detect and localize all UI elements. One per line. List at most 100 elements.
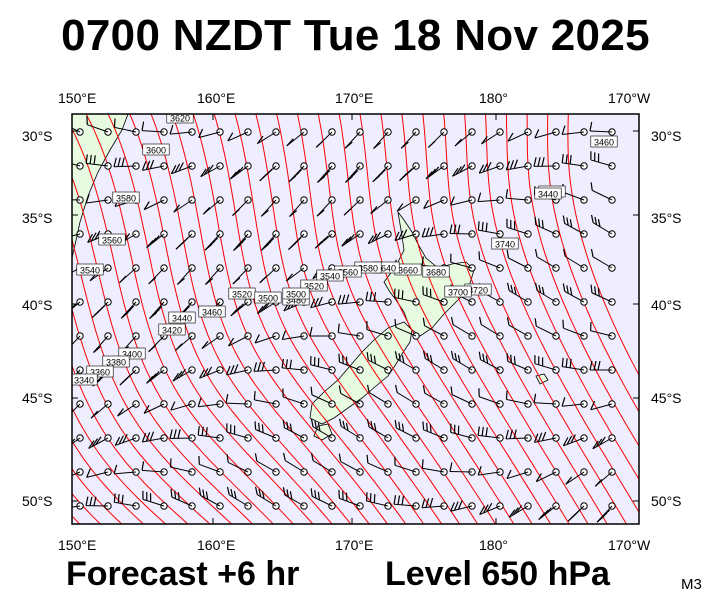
wind-barb-feather (541, 220, 544, 229)
wind-barb-shaft (479, 259, 501, 269)
wind-barb-shaft (199, 369, 221, 379)
wind-barb-feather (602, 509, 611, 517)
wind-barb-feather (350, 170, 359, 177)
contour-line (72, 440, 145, 524)
wind-barb-feather (534, 129, 540, 139)
wind-barb-feather (478, 251, 481, 260)
wind-barb-feather (343, 208, 352, 216)
wind-barb-feather (485, 222, 488, 232)
wind-barb-feather (397, 289, 400, 299)
wind-barb-shaft (72, 437, 81, 445)
contour-label-box (72, 373, 98, 386)
wind-barb-feather (310, 452, 314, 461)
contour-label-box (316, 269, 344, 282)
contour-label-box (76, 263, 104, 276)
contour-label-box (282, 287, 310, 300)
contour-label-box (166, 114, 194, 124)
wind-barb-shaft (172, 369, 193, 382)
wind-barb-feather (457, 354, 461, 363)
wind-barb-feather (94, 230, 101, 240)
wind-barb-feather (233, 244, 242, 251)
wind-barb-feather (508, 509, 516, 518)
wind-barb-feather (347, 173, 356, 180)
wind-barb-shaft (534, 437, 557, 443)
wind-barb-feather (173, 204, 181, 213)
wind-barb-feather (405, 168, 413, 176)
wind-barb-feather (505, 189, 509, 199)
contour-label-box (112, 191, 140, 204)
wind-barb-feather (425, 227, 430, 237)
wind-barb-shaft (227, 461, 249, 473)
wind-barb-feather (342, 420, 346, 429)
wind-barb-feather (177, 492, 180, 501)
wind-barb-shaft (424, 325, 445, 337)
wind-barb-feather (478, 164, 485, 174)
contour-label-box (158, 323, 186, 336)
wind-barb-shaft (506, 165, 529, 171)
wind-barb-shaft (340, 392, 361, 405)
wind-barb-feather (590, 400, 596, 410)
wind-barb-shaft (506, 471, 529, 480)
wind-barb-feather (146, 375, 154, 384)
wind-barb-feather (149, 237, 157, 246)
wind-barb-feather (63, 229, 67, 238)
wind-barb-shaft (201, 335, 221, 350)
wind-barb-feather (176, 277, 185, 285)
wind-barb-shaft (113, 165, 137, 168)
wind-barb-feather (179, 368, 186, 378)
contour-label: 3660 (398, 266, 418, 276)
wind-barb-shaft (422, 467, 445, 473)
wind-barb-feather (310, 488, 313, 497)
wind-barb-shaft (311, 394, 333, 405)
wind-barb-feather (63, 309, 69, 316)
wind-barb-shaft (226, 369, 249, 376)
wind-barb-feather (427, 140, 436, 148)
wind-barb-feather (282, 487, 286, 496)
wind-barb-feather (59, 114, 60, 122)
contour-label-box (86, 365, 114, 378)
wind-barb-feather (170, 401, 176, 411)
wind-barb-feather (393, 495, 397, 505)
model-code: M3 (681, 576, 702, 593)
wind-barb-feather (317, 176, 326, 183)
wind-barb-shaft (170, 466, 193, 473)
wind-barb-feather (595, 438, 603, 448)
contour-label: 3340 (74, 376, 94, 386)
wind-barb-feather (314, 297, 319, 307)
wind-barb-shaft (86, 471, 109, 478)
wind-barb-feather (235, 241, 244, 248)
contour-label: 3520 (304, 282, 324, 292)
contour-label: 3520 (232, 290, 252, 300)
wind-barb-feather (145, 432, 151, 442)
wind-barb-feather (429, 354, 433, 363)
wind-barb-feather (538, 512, 546, 521)
wind-barb-feather (481, 426, 484, 436)
contour-line (72, 406, 167, 524)
wind-barb-feather (122, 433, 128, 444)
wind-barb-feather (541, 157, 545, 167)
wind-barb-feather (90, 232, 97, 242)
wind-barb-feather (146, 240, 154, 248)
wind-barb-shaft (506, 398, 529, 405)
contour-line (72, 307, 211, 524)
contour-label: 3420 (162, 326, 182, 336)
wind-barb-shaft (370, 199, 389, 214)
wind-barb-shaft (562, 403, 585, 407)
contour-label: 3500 (258, 294, 278, 304)
wind-barb-feather (477, 192, 482, 202)
wind-barb-feather (319, 173, 328, 180)
wind-barb-feather (202, 368, 209, 378)
wind-barb-shaft (450, 199, 473, 206)
wind-barb-feather (590, 182, 593, 191)
wind-barb-feather (513, 159, 519, 169)
wind-barb-feather (535, 473, 542, 483)
wind-barb-feather (337, 323, 340, 333)
wind-barb-feather (145, 160, 151, 170)
wind-barb-feather (590, 284, 593, 293)
wind-barb-feather (175, 370, 183, 380)
wind-barb-feather (285, 359, 288, 369)
wind-barb-feather (151, 309, 160, 316)
contour-label: 3500 (286, 290, 306, 300)
wind-barb-feather (537, 157, 541, 167)
contour-label: 3460 (202, 308, 222, 318)
